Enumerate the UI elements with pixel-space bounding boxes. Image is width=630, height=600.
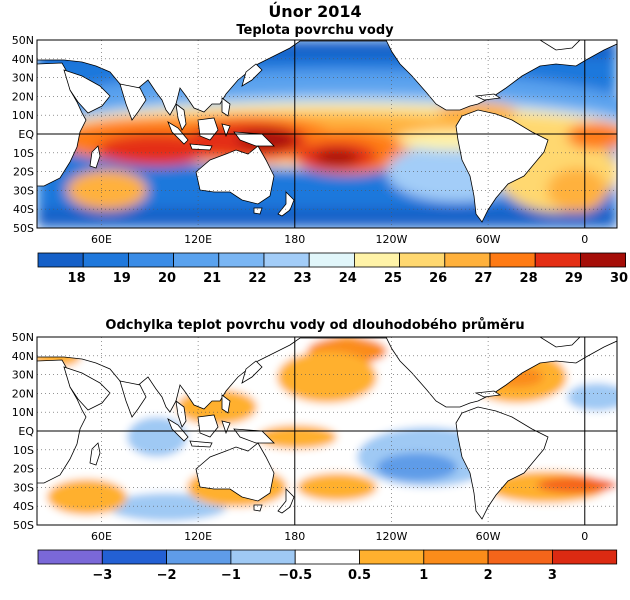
colorbar-label: 21: [203, 271, 221, 286]
colorbar-label: 23: [294, 271, 312, 286]
lat-label: EQ: [18, 128, 34, 141]
anomaly-map: 50N 40N 30N 20N 10N EQ 10S 20S 30S 40S 50S 60E 120E…: [12, 331, 618, 583]
colorbar-swatch: [359, 549, 425, 565]
lon-label: 60E: [91, 233, 112, 246]
lat-label: 10N: [12, 109, 34, 122]
sst-map-title: Teplota povrchu vody: [236, 23, 394, 38]
lat-label: 40S: [13, 203, 34, 216]
colorbar-label: 3: [548, 568, 557, 583]
colorbar-label: 27: [474, 271, 492, 286]
lat-label: 30S: [13, 481, 34, 494]
colorbar-swatch: [127, 252, 174, 268]
sst-map: 50N 40N 30N 20N 10N EQ 10S 20S 30S 40S 50S 60E 120E…: [12, 34, 628, 286]
colorbar-label: 26: [429, 271, 447, 286]
lon-label: 120E: [184, 530, 212, 543]
lat-label: 50S: [13, 222, 34, 235]
colorbar-label: 29: [565, 271, 583, 286]
colorbar-swatch: [534, 252, 581, 268]
lat-label: 20S: [13, 166, 34, 179]
lon-label: 60W: [476, 233, 501, 246]
colorbar-label: 25: [384, 271, 402, 286]
lat-label: 50S: [13, 519, 34, 532]
lat-label: 40N: [12, 350, 34, 363]
lat-label: 10N: [12, 406, 34, 419]
colorbar-swatch: [444, 252, 491, 268]
colorbar-label: 20: [158, 271, 176, 286]
lat-label: 20N: [12, 90, 34, 103]
lon-label: 0: [581, 530, 588, 543]
page-title: Únor 2014: [268, 2, 362, 21]
lat-label: 20S: [13, 463, 34, 476]
colorbar-swatch: [399, 252, 446, 268]
colorbar-label: 24: [339, 271, 357, 286]
colorbar-label: −3: [92, 568, 112, 583]
lon-label: 60W: [476, 530, 501, 543]
colorbar-label: 1: [419, 568, 428, 583]
lon-label: 0: [581, 233, 588, 246]
colorbar-label: 0.5: [348, 568, 371, 583]
colorbar-swatch: [489, 252, 536, 268]
lat-label: 50N: [12, 34, 34, 47]
lat-label: 30N: [12, 72, 34, 85]
colorbar-label: 28: [520, 271, 538, 286]
lat-label: 30S: [13, 184, 34, 197]
sst-colorbar: 18 19 20 21 22 23 24 25 26 27 28 29 30: [37, 252, 628, 286]
lat-label: 30N: [12, 369, 34, 382]
colorbar-swatch: [101, 549, 168, 565]
colorbar-swatch: [580, 252, 627, 268]
lat-label: 40S: [13, 500, 34, 513]
colorbar-label: −0.5: [278, 568, 312, 583]
lat-label: 10S: [13, 444, 34, 457]
colorbar-swatch: [173, 252, 220, 268]
lon-label: 120W: [376, 530, 408, 543]
lat-label: 50N: [12, 331, 34, 344]
colorbar-swatch: [37, 252, 84, 268]
lon-label: 180: [284, 233, 305, 246]
colorbar-swatch: [423, 549, 489, 565]
colorbar-swatch: [218, 252, 265, 268]
colorbar-label: 18: [68, 271, 86, 286]
colorbar-swatch: [552, 549, 618, 565]
colorbar-label: 22: [248, 271, 266, 286]
colorbar-swatch: [230, 549, 296, 565]
anomaly-map-frame: [36, 336, 618, 526]
lat-label: EQ: [18, 425, 34, 438]
lon-label: 180: [284, 530, 305, 543]
anomaly-colorbar: −3 −2 −1 −0.5 0.5 1 2 3: [37, 549, 618, 583]
anomaly-map-title: Odchylka teplot povrchu vody od dlouhodo…: [105, 318, 525, 333]
lat-label: 20N: [12, 387, 34, 400]
colorbar-swatch: [263, 252, 310, 268]
sst-map-frame: [36, 39, 618, 229]
colorbar-swatch: [353, 252, 400, 268]
lat-label: 40N: [12, 53, 34, 66]
colorbar-swatch: [308, 252, 355, 268]
sst-gridlines: [37, 40, 617, 228]
colorbar-label: 30: [610, 271, 628, 286]
colorbar-label: 2: [484, 568, 493, 583]
colorbar-label: −1: [221, 568, 241, 583]
lon-label: 120W: [376, 233, 408, 246]
lon-label: 120E: [184, 233, 212, 246]
colorbar-swatch: [487, 549, 553, 565]
colorbar-label: 19: [113, 271, 131, 286]
colorbar-swatch: [37, 549, 103, 565]
lon-label: 60E: [91, 530, 112, 543]
colorbar-swatch: [166, 549, 232, 565]
colorbar-label: −2: [157, 568, 177, 583]
colorbar-swatch: [294, 549, 360, 565]
lat-label: 10S: [13, 147, 34, 160]
colorbar-swatch: [82, 252, 129, 268]
anomaly-gridlines: [37, 337, 617, 525]
